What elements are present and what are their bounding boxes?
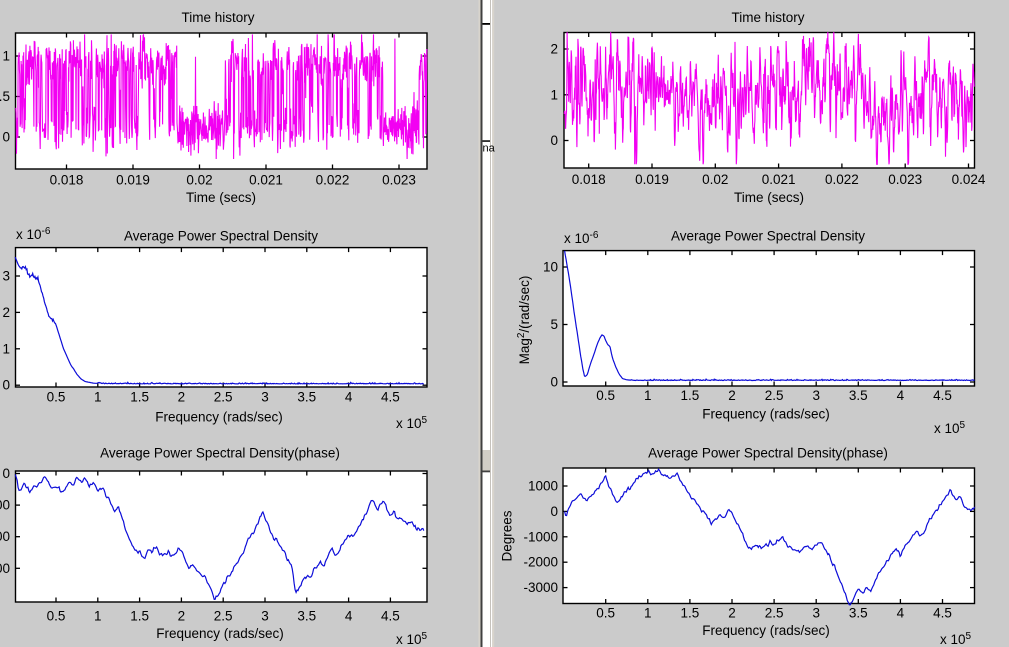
- svg-text:-2000: -2000: [0, 529, 10, 544]
- svg-text:Frequency (rads/sec): Frequency (rads/sec): [702, 623, 830, 638]
- svg-text:1.5: 1.5: [130, 609, 149, 624]
- svg-text:4.5: 4.5: [933, 388, 952, 403]
- svg-text:0.5: 0.5: [47, 609, 66, 624]
- svg-text:0.018: 0.018: [572, 172, 606, 187]
- svg-text:0.021: 0.021: [249, 173, 283, 188]
- svg-text:2: 2: [728, 388, 736, 403]
- svg-text:-3000: -3000: [0, 561, 10, 576]
- svg-text:x 105: x 105: [396, 631, 428, 647]
- svg-text:2.5: 2.5: [214, 609, 233, 624]
- svg-text:Time (secs): Time (secs): [186, 190, 256, 205]
- svg-text:1: 1: [644, 388, 652, 403]
- svg-text:1: 1: [2, 49, 10, 64]
- svg-text:4: 4: [897, 388, 905, 403]
- svg-text:2: 2: [178, 609, 186, 624]
- svg-text:Frequency (rads/sec): Frequency (rads/sec): [156, 626, 284, 641]
- svg-text:3: 3: [261, 390, 269, 405]
- svg-text:1.5: 1.5: [130, 390, 149, 405]
- svg-text:4: 4: [345, 609, 353, 624]
- svg-text:-1000: -1000: [523, 529, 558, 544]
- svg-text:0.5: 0.5: [0, 89, 10, 104]
- svg-text:0.021: 0.021: [762, 172, 796, 187]
- svg-text:0.019: 0.019: [635, 172, 669, 187]
- svg-text:na: na: [483, 143, 496, 155]
- svg-text:Average Power Spectral Density: Average Power Spectral Density: [671, 229, 865, 244]
- svg-text:Time history: Time history: [731, 10, 804, 25]
- svg-text:0: 0: [2, 466, 10, 481]
- svg-text:-3000: -3000: [523, 580, 558, 595]
- svg-text:10: 10: [543, 260, 558, 275]
- svg-text:2: 2: [2, 305, 10, 320]
- svg-text:0.023: 0.023: [888, 172, 922, 187]
- svg-text:2: 2: [550, 42, 558, 57]
- svg-text:5: 5: [550, 317, 558, 332]
- svg-text:3: 3: [261, 609, 269, 624]
- svg-text:4: 4: [345, 390, 353, 405]
- svg-text:Time (secs): Time (secs): [734, 190, 804, 205]
- svg-text:2.5: 2.5: [765, 606, 784, 621]
- svg-text:1: 1: [94, 609, 102, 624]
- svg-text:3.5: 3.5: [849, 606, 868, 621]
- svg-text:0.022: 0.022: [825, 172, 859, 187]
- svg-text:1.5: 1.5: [681, 388, 700, 403]
- svg-text:1: 1: [94, 390, 102, 405]
- svg-text:0: 0: [550, 133, 558, 148]
- svg-text:0.02: 0.02: [702, 172, 728, 187]
- svg-text:3: 3: [2, 269, 10, 284]
- svg-text:1: 1: [644, 606, 652, 621]
- svg-text:3: 3: [812, 388, 820, 403]
- svg-text:1000: 1000: [528, 479, 558, 494]
- svg-text:-2000: -2000: [523, 555, 558, 570]
- svg-text:x 105: x 105: [396, 415, 428, 431]
- svg-text:2: 2: [178, 390, 186, 405]
- svg-text:3.5: 3.5: [849, 388, 868, 403]
- svg-text:0.019: 0.019: [116, 173, 150, 188]
- svg-text:Average Power Spectral Density: Average Power Spectral Density(phase): [648, 446, 888, 461]
- svg-text:2.5: 2.5: [214, 390, 233, 405]
- svg-text:3.5: 3.5: [297, 390, 316, 405]
- svg-text:x 105: x 105: [940, 631, 972, 647]
- svg-text:0.5: 0.5: [596, 388, 615, 403]
- svg-text:2: 2: [728, 606, 736, 621]
- svg-text:Time history: Time history: [181, 10, 254, 25]
- svg-text:0.023: 0.023: [382, 173, 416, 188]
- svg-text:Frequency (rads/sec): Frequency (rads/sec): [155, 410, 283, 425]
- svg-text:0: 0: [2, 130, 10, 145]
- svg-text:1: 1: [2, 341, 10, 356]
- svg-text:4.5: 4.5: [933, 606, 952, 621]
- svg-text:Degrees: Degrees: [500, 510, 515, 561]
- svg-text:-1000: -1000: [0, 498, 10, 513]
- svg-text:0: 0: [550, 375, 558, 390]
- svg-text:0: 0: [2, 378, 10, 393]
- svg-text:Average Power Spectral Density: Average Power Spectral Density(phase): [100, 446, 340, 461]
- svg-text:2.5: 2.5: [765, 388, 784, 403]
- svg-text:Frequency (rads/sec): Frequency (rads/sec): [702, 407, 830, 422]
- svg-text:4: 4: [897, 606, 905, 621]
- svg-text:Mag2/(rad/sec): Mag2/(rad/sec): [516, 276, 532, 365]
- svg-text:3.5: 3.5: [297, 609, 316, 624]
- svg-text:0.018: 0.018: [50, 173, 84, 188]
- svg-text:3: 3: [812, 606, 820, 621]
- svg-text:1: 1: [550, 87, 558, 102]
- svg-text:0.5: 0.5: [47, 390, 66, 405]
- svg-text:x 105: x 105: [934, 420, 966, 436]
- svg-text:0.02: 0.02: [186, 173, 212, 188]
- svg-text:0.022: 0.022: [316, 173, 350, 188]
- svg-text:1.5: 1.5: [681, 606, 700, 621]
- svg-text:4.5: 4.5: [381, 390, 400, 405]
- svg-text:4.5: 4.5: [381, 609, 400, 624]
- svg-text:Average Power Spectral Density: Average Power Spectral Density: [124, 229, 318, 244]
- svg-text:0.5: 0.5: [596, 606, 615, 621]
- svg-text:0: 0: [550, 504, 558, 519]
- svg-text:0.024: 0.024: [952, 172, 986, 187]
